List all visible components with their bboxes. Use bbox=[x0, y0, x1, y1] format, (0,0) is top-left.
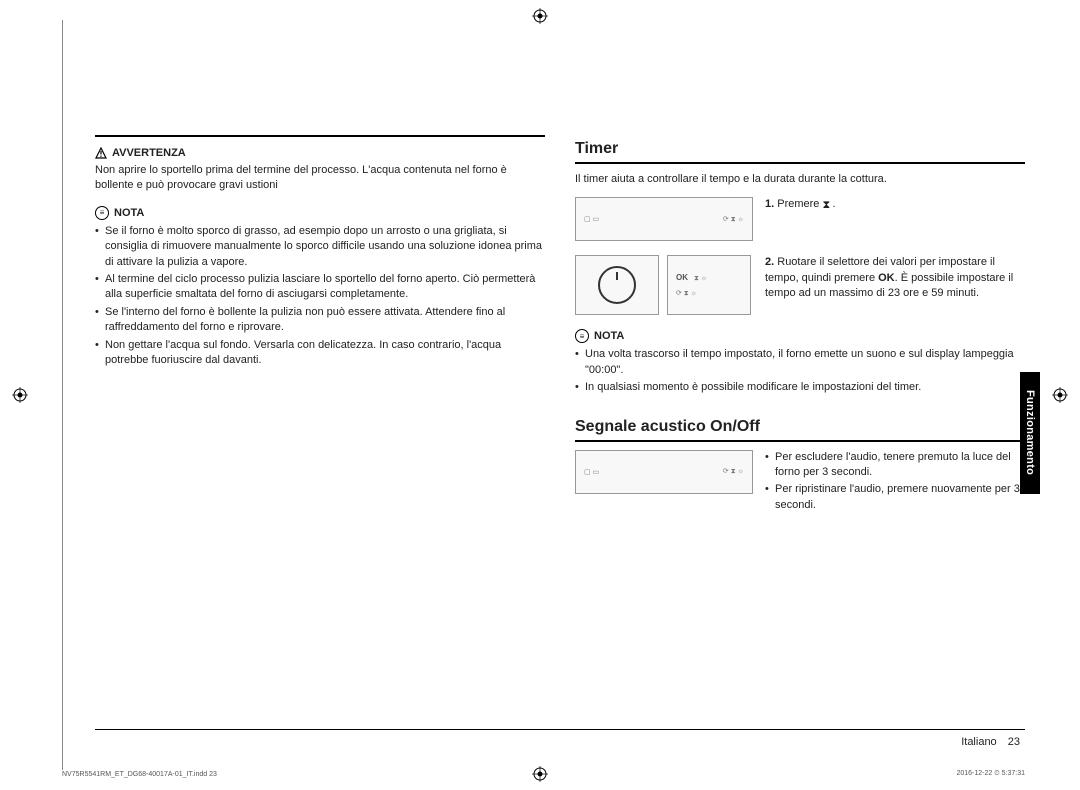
warning-icon bbox=[95, 147, 107, 159]
note-icon: ≡ bbox=[95, 206, 109, 220]
timer-description: Il timer aiuta a controllare il tempo e … bbox=[575, 172, 1025, 187]
footer-rule bbox=[95, 729, 1025, 730]
top-rule-left bbox=[95, 135, 545, 137]
list-item: Se l'interno del forno è bollente la pul… bbox=[95, 305, 545, 336]
warning-text: Non aprire lo sportello prima del termin… bbox=[95, 163, 545, 194]
lcd-icons-right: ⟳ ⧗ ☼ bbox=[723, 215, 744, 224]
list-item: Non gettare l'acqua sul fondo. Versarla … bbox=[95, 338, 545, 369]
nota-list-left: Se il forno è molto sporco di grasso, ad… bbox=[95, 224, 545, 369]
lcd-icons-right: ⟳ ⧗ ☼ bbox=[723, 467, 744, 476]
print-meta-file: NV75R5541RM_ET_DG68-40017A-01_IT.indd 23 bbox=[62, 771, 217, 778]
sound-text: Per escludere l'audio, tenere premuto la… bbox=[765, 450, 1025, 516]
nota-list-right: Una volta trascorso il tempo impostato, … bbox=[575, 347, 1025, 395]
lcd-icons-left: ▢ ▭ bbox=[584, 215, 599, 223]
step-number: 2. bbox=[765, 256, 774, 268]
list-item: Al termine del ciclo processo pulizia la… bbox=[95, 272, 545, 303]
page-content: AVVERTENZA Non aprire lo sportello prima… bbox=[0, 0, 1080, 790]
timer-heading: Timer bbox=[575, 140, 1025, 164]
step-2-text: 2. Ruotare il selettore dei valori per i… bbox=[765, 255, 1025, 301]
ok-label: OK bbox=[676, 273, 688, 282]
knob-panel bbox=[575, 255, 659, 315]
display-panel: ▢ ▭ ⟳ ⧗ ☼ bbox=[575, 197, 753, 241]
left-column: AVVERTENZA Non aprire lo sportello prima… bbox=[95, 35, 545, 529]
nota-heading-left: ≡ NOTA bbox=[95, 206, 545, 220]
footer: Italiano 23 bbox=[961, 736, 1020, 748]
display-panel-small: OK ⧗ ☼ ⟳ ⧗ ☼ bbox=[667, 255, 751, 315]
note-icon: ≡ bbox=[575, 329, 589, 343]
sound-step: ▢ ▭ ⟳ ⧗ ☼ Per escludere l'audio, tenere … bbox=[575, 450, 1025, 516]
list-item: Una volta trascorso il tempo impostato, … bbox=[575, 347, 1025, 378]
list-item: In qualsiasi momento è possibile modific… bbox=[575, 380, 1025, 395]
step-1-text-a: Premere bbox=[777, 198, 822, 210]
right-column: Timer Il timer aiuta a controllare il te… bbox=[575, 35, 1025, 529]
list-item: Se il forno è molto sporco di grasso, ad… bbox=[95, 224, 545, 270]
warning-heading: AVVERTENZA bbox=[95, 147, 545, 159]
step-1-text-b: . bbox=[833, 198, 836, 210]
step-2-ok: OK bbox=[878, 272, 895, 284]
lcd-icons-left: ▢ ▭ bbox=[584, 468, 599, 476]
hourglass-icon bbox=[823, 198, 833, 210]
step-number: 1. bbox=[765, 198, 774, 210]
footer-page-number: 23 bbox=[1008, 736, 1020, 748]
section-tab: Funzionamento bbox=[1020, 372, 1040, 494]
nota-label-right: NOTA bbox=[594, 330, 624, 342]
display-panel: ▢ ▭ ⟳ ⧗ ☼ bbox=[575, 450, 753, 494]
nota-label-left: NOTA bbox=[114, 207, 144, 219]
knob-icon bbox=[598, 266, 636, 304]
step-1-text: 1. Premere . bbox=[765, 197, 1025, 212]
timer-step-2: OK ⧗ ☼ ⟳ ⧗ ☼ 2. Ruotare il selettore dei… bbox=[575, 255, 1025, 315]
warning-label: AVVERTENZA bbox=[112, 147, 186, 159]
timer-step-1: ▢ ▭ ⟳ ⧗ ☼ 1. Premere . bbox=[575, 197, 1025, 241]
print-meta-stamp: 2016-12-22 ⏲ 5:37:31 bbox=[956, 770, 1025, 778]
sound-heading: Segnale acustico On/Off bbox=[575, 418, 1025, 442]
list-item: Per escludere l'audio, tenere premuto la… bbox=[765, 450, 1025, 481]
list-item: Per ripristinare l'audio, premere nuovam… bbox=[765, 482, 1025, 513]
nota-heading-right: ≡ NOTA bbox=[575, 329, 1025, 343]
footer-language: Italiano bbox=[961, 736, 996, 748]
